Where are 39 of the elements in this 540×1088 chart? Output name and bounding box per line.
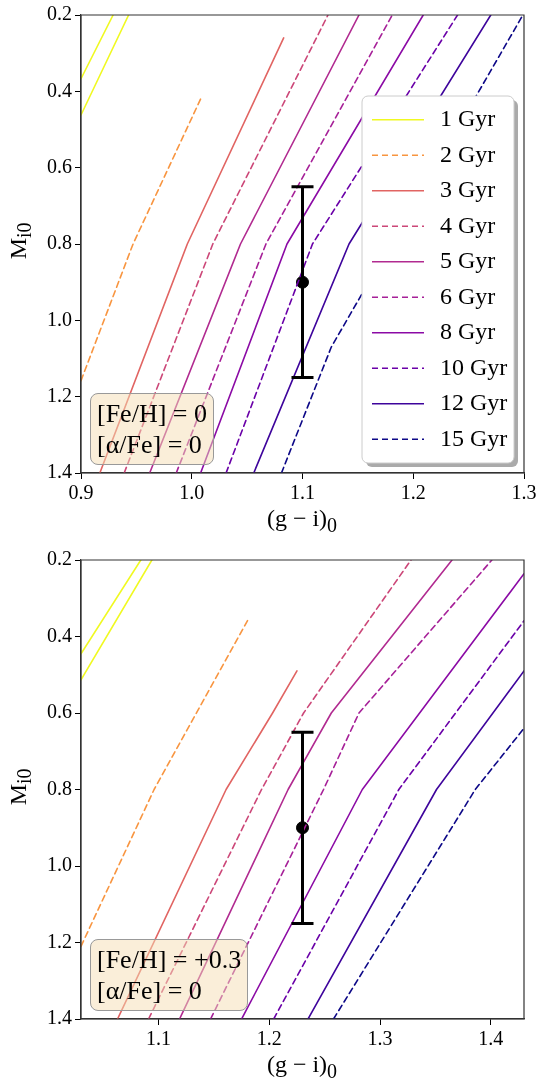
y-tick-label: 0.6	[47, 154, 72, 177]
x-tick-label: 1.2	[400, 481, 426, 504]
y-tick-label: 0.4	[47, 623, 72, 646]
x-axis-title: (g − i)$_{0}$	[265, 505, 339, 537]
legend-label: 1 Gyr	[440, 105, 496, 132]
y-tick-label: 0.2	[47, 2, 72, 25]
legend-label: 10 Gyr	[440, 353, 508, 380]
y-tick-label: 1.2	[47, 383, 72, 406]
y-tick-label: 0.2	[47, 547, 72, 570]
legend-label: 2 Gyr	[440, 140, 496, 167]
y-tick-label: 0.8	[47, 776, 72, 799]
x-axis-title: (g − i)$_{0}$	[265, 1051, 339, 1083]
x-tick-label: 1.3	[367, 1027, 393, 1050]
legend-label: 5 Gyr	[440, 247, 496, 274]
y-tick-label: 1.0	[47, 307, 72, 330]
legend-label: 8 Gyr	[440, 318, 496, 345]
x-tick-label: 0.9	[68, 481, 94, 504]
legend-label: 4 Gyr	[440, 211, 496, 238]
legend-label: 15 Gyr	[440, 424, 508, 451]
y-tick-label: 0.8	[47, 231, 72, 254]
y-tick-label: 1.0	[47, 853, 72, 876]
y-tick-label: 1.4	[47, 460, 72, 483]
annotation: [α/Fe] = 0	[97, 975, 202, 1005]
annotation: [α/Fe] = 0	[97, 429, 202, 459]
legend-label: 6 Gyr	[440, 282, 496, 309]
y-tick-label: 1.4	[47, 1006, 72, 1029]
x-tick-label: 1.1	[146, 1027, 172, 1050]
x-tick-label: 1.4	[478, 1027, 504, 1050]
x-tick-label: 1.2	[256, 1027, 282, 1050]
x-tick-label: 1.0	[179, 481, 205, 504]
y-tick-label: 1.2	[47, 929, 72, 952]
legend-label: 3 Gyr	[440, 176, 496, 203]
x-tick-label: 1.3	[511, 481, 537, 504]
legend-label: 12 Gyr	[440, 389, 508, 416]
annotation: [Fe/H] = 0	[97, 398, 207, 428]
annotation: [Fe/H] = +0.3	[97, 944, 242, 974]
y-tick-label: 0.6	[47, 700, 72, 723]
x-tick-label: 1.1	[290, 481, 315, 504]
y-tick-label: 0.4	[47, 78, 72, 101]
